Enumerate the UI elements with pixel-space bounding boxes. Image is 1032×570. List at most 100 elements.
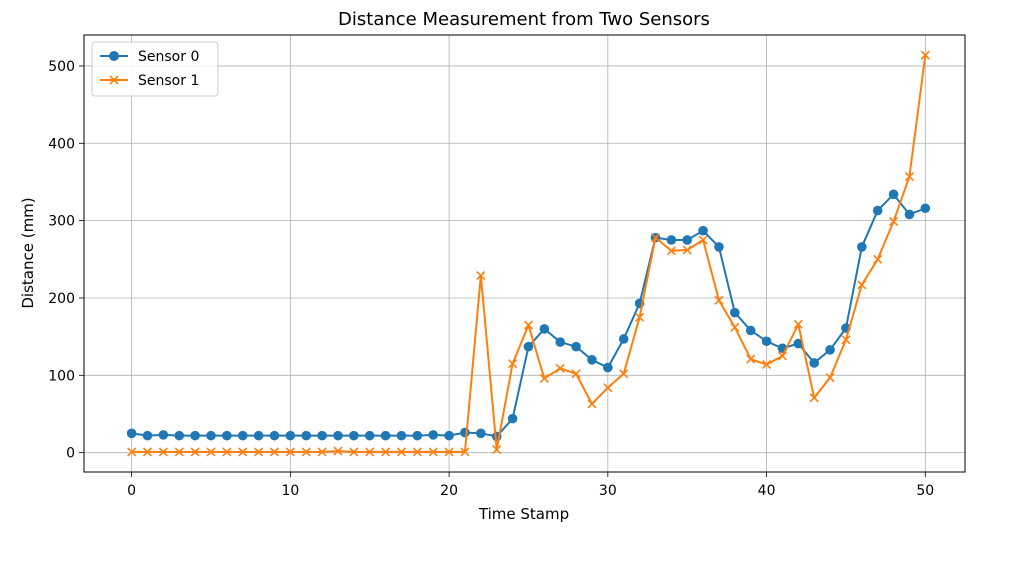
data-point: [714, 242, 724, 252]
data-point: [603, 362, 613, 373]
series-line-sensor-0: [131, 193, 926, 438]
data-point: [476, 428, 486, 439]
data-point: [889, 216, 899, 226]
data-point: [301, 447, 311, 457]
data-point: [158, 430, 169, 440]
chart-title: Distance Measurement from Two Sensors: [338, 9, 710, 30]
data-point: [920, 50, 930, 60]
x-tick-label: 0: [127, 483, 136, 499]
data-point: [222, 447, 232, 457]
data-point: [127, 447, 137, 457]
data-point: [396, 430, 407, 441]
legend: Sensor 0 Sensor 1: [91, 41, 219, 97]
legend-label-sensor-0: Sensor 0: [138, 49, 199, 65]
data-point: [237, 430, 248, 441]
data-point: [142, 447, 153, 457]
data-point: [777, 351, 788, 361]
legend-label-sensor-1: Sensor 1: [138, 73, 199, 89]
y-tick-label: 0: [66, 446, 75, 462]
data-point: [523, 320, 534, 330]
y-tick-label: 200: [48, 291, 75, 307]
data-point: [666, 235, 677, 245]
data-point: [301, 430, 312, 441]
data-point: [603, 383, 613, 393]
legend-marker-sensor-0: [109, 51, 119, 61]
data-point: [809, 358, 819, 368]
data-point: [460, 427, 470, 438]
series-sensor-1: [127, 50, 930, 457]
data-point: [920, 203, 931, 214]
data-point: [190, 430, 200, 441]
data-point: [349, 430, 359, 441]
data-point: [412, 430, 423, 441]
data-point: [333, 430, 343, 441]
data-point: [364, 430, 375, 441]
data-point: [825, 373, 835, 383]
data-point: [857, 280, 867, 290]
data-point: [333, 446, 343, 456]
data-point: [904, 209, 915, 220]
data-point: [238, 447, 248, 457]
data-point: [730, 322, 740, 332]
data-point: [428, 447, 438, 457]
series-sensor-0: [126, 189, 931, 442]
data-point: [714, 295, 724, 305]
data-point: [571, 369, 581, 379]
data-point: [142, 430, 153, 441]
data-point: [793, 319, 803, 329]
x-tick-label: 50: [916, 483, 934, 499]
x-tick-label: 20: [440, 483, 458, 499]
data-point: [730, 307, 740, 318]
grid: [84, 35, 965, 472]
data-point: [587, 399, 597, 409]
y-tick-label: 500: [48, 59, 75, 75]
data-point: [555, 363, 565, 373]
data-point: [825, 344, 835, 355]
series-layer: [126, 50, 931, 457]
data-point: [206, 430, 216, 441]
data-point: [317, 430, 327, 441]
data-point: [666, 246, 676, 256]
data-point: [523, 341, 534, 352]
data-point: [619, 369, 629, 379]
data-point: [809, 393, 819, 403]
data-point: [222, 430, 232, 441]
y-tick-label: 300: [48, 214, 75, 230]
data-point: [269, 447, 280, 457]
data-point: [412, 447, 422, 457]
data-point: [174, 430, 185, 441]
data-point: [317, 447, 327, 457]
data-point: [396, 447, 407, 457]
data-point: [698, 235, 708, 245]
data-point: [539, 324, 550, 334]
data-point: [618, 334, 629, 344]
x-axis: 0 10 20 30 40 50: [127, 472, 934, 499]
data-point: [174, 447, 184, 457]
data-point: [428, 430, 439, 440]
data-point: [888, 189, 899, 200]
series-line-sensor-1: [131, 54, 927, 453]
data-point: [380, 430, 391, 441]
data-point: [349, 447, 359, 457]
data-point: [285, 447, 295, 457]
data-point: [460, 447, 470, 457]
y-axis: 0 100 200 300 400 500: [48, 59, 84, 462]
data-point: [698, 225, 708, 236]
data-point: [492, 445, 502, 455]
data-point: [253, 430, 264, 441]
data-point: [762, 359, 772, 370]
data-point: [539, 373, 549, 383]
data-point: [507, 413, 518, 424]
data-point: [381, 447, 391, 457]
data-point: [190, 447, 200, 457]
data-point: [682, 235, 693, 245]
data-point: [508, 359, 518, 369]
data-point: [841, 335, 851, 345]
data-point: [269, 430, 280, 441]
data-point: [254, 447, 264, 457]
data-point: [476, 270, 486, 281]
y-tick-label: 400: [48, 136, 75, 152]
data-point: [904, 171, 915, 182]
x-tick-label: 10: [281, 483, 299, 499]
